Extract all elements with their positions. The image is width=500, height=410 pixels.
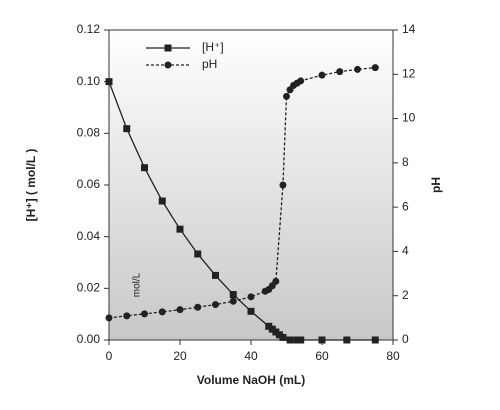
marker xyxy=(268,325,276,333)
legend-marker xyxy=(164,44,172,52)
y2-tick-label: 2 xyxy=(402,288,409,302)
marker xyxy=(123,125,131,133)
y2-tick-label: 12 xyxy=(402,66,416,80)
marker xyxy=(229,291,237,299)
marker xyxy=(158,197,166,205)
marker xyxy=(318,336,326,344)
marker xyxy=(272,277,280,285)
y2-tick-label: 4 xyxy=(402,244,409,258)
marker xyxy=(297,77,305,85)
y-axis-label: [H⁺] ( mol/L ) xyxy=(24,149,38,222)
marker xyxy=(354,65,361,73)
marker xyxy=(194,250,202,258)
marker xyxy=(293,336,301,344)
marker xyxy=(194,303,202,311)
x-tick-label: 80 xyxy=(386,349,400,363)
y2-tick-label: 0 xyxy=(402,332,409,346)
y-tick-label: 0.06 xyxy=(77,177,101,191)
x-axis-label: Volume NaOH (mL) xyxy=(197,373,305,387)
marker xyxy=(279,181,287,189)
y-tick-label: 0.02 xyxy=(77,281,101,295)
marker xyxy=(283,92,290,100)
marker xyxy=(343,336,351,344)
marker xyxy=(176,306,184,314)
marker xyxy=(318,71,326,79)
marker xyxy=(286,336,294,344)
x-tick-label: 0 xyxy=(106,349,113,363)
series-line xyxy=(108,66,376,319)
y2-tick-label: 10 xyxy=(402,111,416,125)
marker xyxy=(229,297,237,305)
y-tick-label: 0.08 xyxy=(77,126,101,140)
marker xyxy=(279,333,287,341)
x-tick-label: 60 xyxy=(315,349,329,363)
marker xyxy=(265,322,273,330)
annotation: mol/L xyxy=(132,272,143,297)
marker xyxy=(176,225,184,233)
marker xyxy=(336,68,344,76)
x-tick-label: 40 xyxy=(244,349,258,363)
marker xyxy=(105,314,113,322)
marker xyxy=(105,78,113,86)
marker xyxy=(371,336,379,344)
marker xyxy=(297,336,305,344)
marker xyxy=(371,64,379,72)
y2-tick-label: 8 xyxy=(402,155,409,169)
x-tick-label: 20 xyxy=(173,349,187,363)
marker xyxy=(141,164,148,172)
y2-axis-label: pH xyxy=(429,177,443,193)
legend-label: [H⁺] xyxy=(202,40,224,54)
plot-area xyxy=(109,30,393,340)
y2-tick-label: 6 xyxy=(402,199,409,213)
marker xyxy=(158,308,166,316)
marker xyxy=(123,312,131,320)
legend-label: pH xyxy=(202,57,217,71)
marker xyxy=(275,331,283,339)
y-tick-label: 0.00 xyxy=(77,332,101,346)
legend-marker xyxy=(164,61,172,69)
y-tick-label: 0.10 xyxy=(77,74,101,88)
marker xyxy=(247,293,255,301)
marker xyxy=(272,328,280,336)
y-tick-label: 0.12 xyxy=(77,22,101,36)
marker xyxy=(212,301,219,309)
y-tick-label: 0.04 xyxy=(77,229,101,243)
marker xyxy=(247,307,255,315)
marker xyxy=(141,310,148,318)
y2-tick-label: 14 xyxy=(402,22,416,36)
marker xyxy=(212,271,219,279)
